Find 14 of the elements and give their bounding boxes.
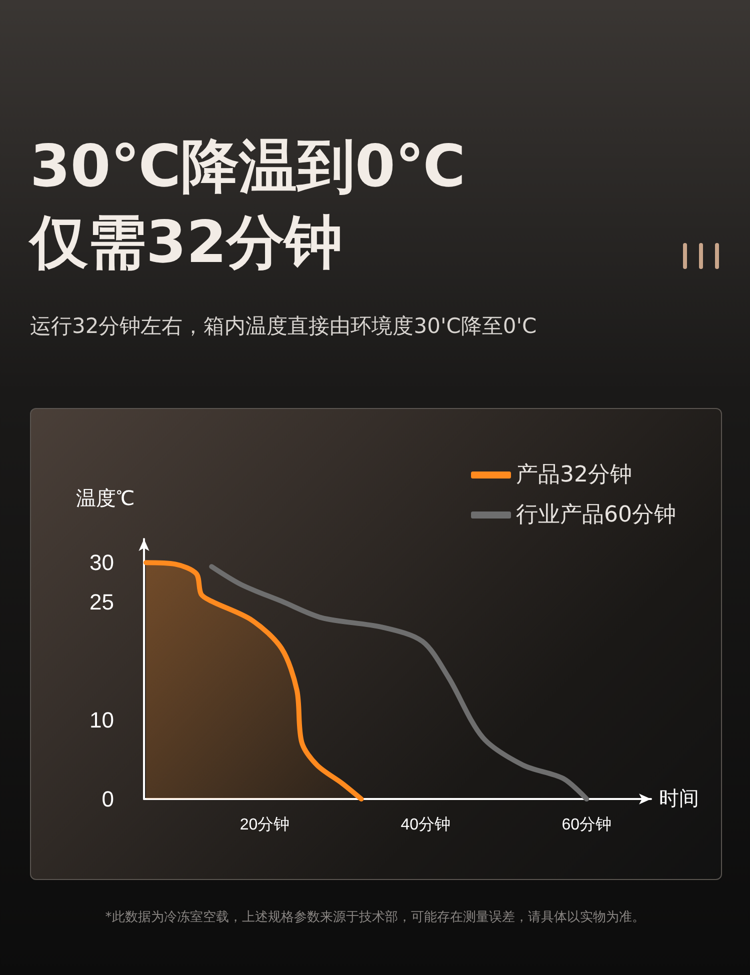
chart-subtitle: 运行32分钟左右，箱内温度直接由环境度30'C降至0'C — [30, 313, 537, 340]
chart-title: 30℃降温到0℃ 仅需32分钟 — [30, 131, 466, 278]
x-tick-label: 40分钟 — [400, 816, 451, 834]
x-tick-label: 60分钟 — [562, 816, 612, 834]
legend-label: 行业产品60分钟 — [516, 502, 676, 528]
y-tick-label: 10 — [90, 708, 114, 733]
y-tick-label: 30 — [90, 550, 114, 576]
x-tick-label: 20分钟 — [240, 816, 290, 834]
x-axis-title: 时间 — [659, 788, 699, 810]
y-tick-label: 0 — [102, 786, 114, 812]
y-axis-title: 温度℃ — [76, 488, 134, 510]
text: *此数据为冷冻室空载，上述规格参数来源于技术部，可能存在测量误差，请具体以实物为准。 — [104, 909, 646, 926]
legend-label: 产品32分钟 — [516, 462, 632, 488]
y-tick-label: 25 — [90, 590, 114, 615]
